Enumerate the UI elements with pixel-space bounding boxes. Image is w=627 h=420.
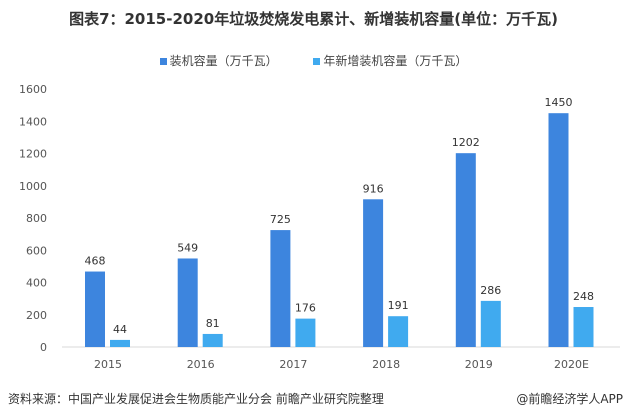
x-tick-label: 2017	[279, 358, 307, 371]
y-tick-label: 800	[26, 212, 47, 225]
legend: 装机容量（万千瓦） 年新增装机容量（万千瓦）	[0, 52, 627, 69]
y-tick-label: 1600	[19, 83, 47, 96]
bar-new	[388, 316, 409, 347]
y-tick-label: 1200	[19, 148, 47, 161]
x-tick-label: 2016	[187, 358, 215, 371]
data-label: 176	[295, 302, 316, 315]
legend-swatch	[313, 58, 321, 65]
x-tick-label: 2019	[465, 358, 493, 371]
bar-new	[295, 318, 316, 347]
y-tick-label: 0	[40, 341, 47, 354]
bar-new	[202, 333, 223, 347]
data-label: 549	[177, 241, 198, 254]
bar-installed	[455, 153, 476, 347]
y-tick-label: 400	[26, 277, 47, 290]
bar-installed	[548, 113, 569, 347]
bar-installed	[85, 271, 105, 347]
data-label: 1202	[452, 136, 480, 149]
legend-label: 装机容量（万千瓦）	[169, 54, 278, 68]
y-tick-label: 600	[26, 244, 47, 257]
data-label: 1450	[545, 96, 573, 109]
credit: @前瞻经济学人APP	[516, 392, 623, 406]
data-label: 286	[480, 284, 501, 297]
bar-installed	[177, 258, 198, 347]
data-label: 44	[113, 323, 127, 336]
x-tick-label: 2018	[372, 358, 400, 371]
y-tick-label: 1000	[19, 180, 47, 193]
bar-new	[573, 307, 594, 347]
legend-swatch	[159, 58, 167, 65]
x-tick-label: 2015	[94, 358, 122, 371]
bar-new	[110, 339, 130, 347]
data-label: 248	[573, 290, 594, 303]
bar-installed	[363, 199, 384, 347]
data-label: 468	[85, 255, 106, 268]
data-label: 191	[388, 299, 409, 312]
y-tick-label: 200	[26, 309, 47, 322]
source-note: 资料来源：中国产业发展促进会生物质能产业分会 前瞻产业研究院整理	[8, 392, 384, 406]
chart-title: 图表7：2015-2020年垃圾焚烧发电累计、新增装机容量(单位：万千瓦)	[69, 10, 558, 28]
data-label: 725	[270, 213, 291, 226]
legend-item-installed: 装机容量（万千瓦）	[159, 52, 278, 69]
x-tick-label: 2020E	[554, 358, 589, 371]
bar-installed	[270, 230, 291, 347]
data-label: 81	[206, 317, 220, 330]
legend-item-new: 年新增装机容量（万千瓦）	[313, 52, 467, 69]
bar-new	[480, 300, 501, 347]
data-label: 916	[363, 182, 384, 195]
legend-label: 年新增装机容量（万千瓦）	[323, 54, 468, 68]
y-tick-label: 1400	[19, 115, 47, 128]
